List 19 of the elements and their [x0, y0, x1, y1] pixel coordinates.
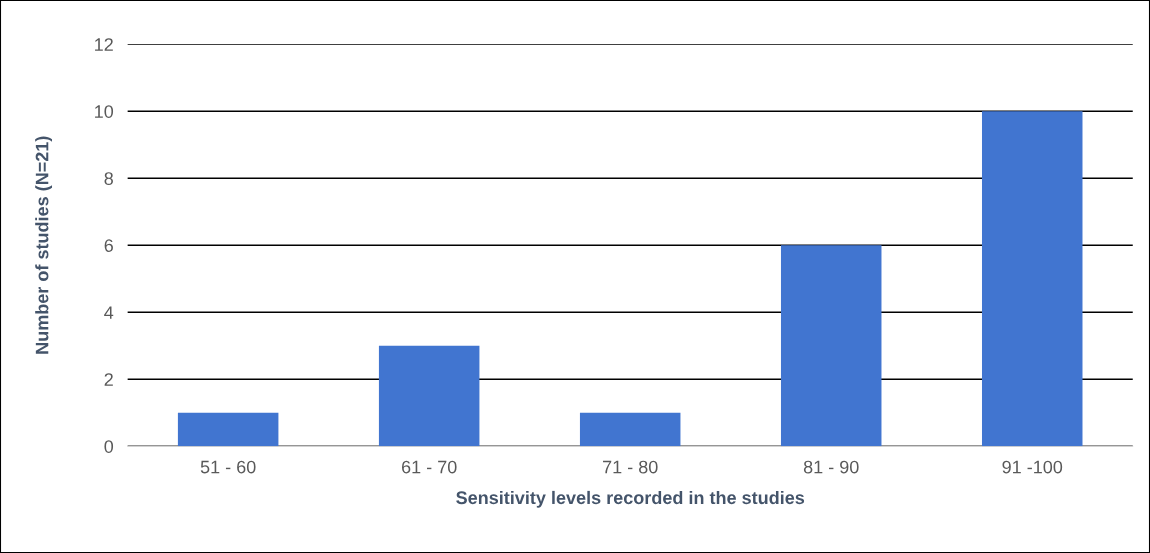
bar	[579, 412, 681, 447]
x-tick-label: 71 - 80	[603, 460, 658, 474]
bar	[780, 245, 882, 447]
y-tick-label: 8	[104, 172, 113, 185]
x-tick-label: 61 - 70	[401, 460, 457, 474]
x-tick-label: 51 - 60	[200, 460, 256, 474]
y-tick-label: 2	[104, 373, 113, 386]
y-axis-title: Number of studies (N=21)	[35, 136, 53, 354]
y-tick-label: 6	[104, 239, 113, 252]
y-tick-label: 4	[104, 306, 114, 319]
y-tick-label: 0	[104, 440, 114, 453]
bar	[177, 412, 279, 447]
x-tick-label: 91 -100	[1002, 460, 1063, 474]
x-axis-title: Sensitivity levels recorded in the studies	[456, 490, 805, 508]
y-tick-label: 12	[95, 38, 113, 51]
bar	[981, 111, 1083, 447]
y-tick-label: 10	[95, 105, 114, 118]
bar	[378, 345, 480, 447]
x-tick-label: 81 - 90	[803, 460, 859, 474]
